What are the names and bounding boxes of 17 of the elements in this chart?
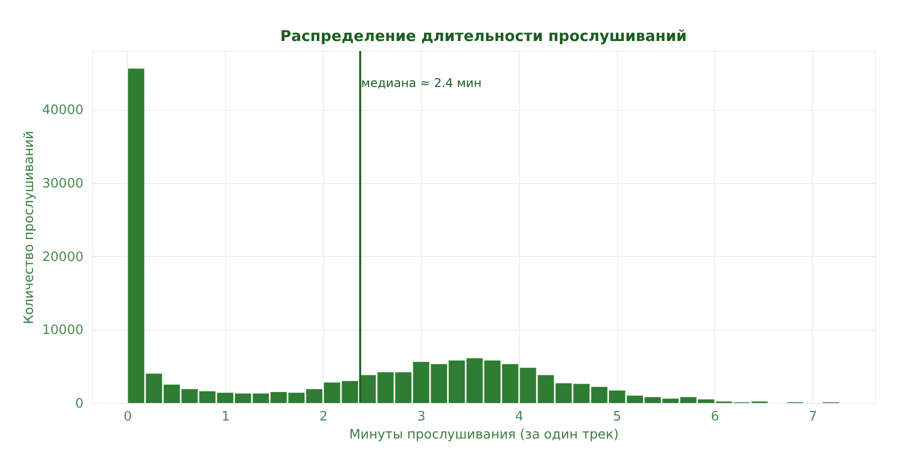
chart-title: Распределение длительности прослушиваний	[280, 27, 687, 45]
x-tick-label: 1	[221, 410, 230, 424]
x-tick-label: 7	[808, 410, 817, 424]
y-tick-label: 0	[75, 396, 84, 412]
x-tick-label: 6	[710, 410, 720, 424]
x-tick-label: 4	[515, 410, 524, 424]
x-tick-label: 5	[612, 410, 622, 424]
y-tick-label: 30000	[42, 176, 84, 192]
x-tick-label: 2	[319, 410, 328, 424]
x-axis-title: Минуты прослушивания (за один трек)	[349, 428, 619, 442]
x-tick-label: 0	[124, 410, 132, 424]
y-axis-title: Количество прослушиваний	[22, 130, 38, 324]
y-tick-label: 40000	[42, 103, 84, 118]
ref-line-label: медиана ≈ 2.4 мин	[361, 76, 482, 90]
x-tick-label: 3	[417, 410, 426, 424]
y-tick-label: 20000	[42, 250, 84, 265]
y-tick-label: 10000	[42, 323, 84, 338]
